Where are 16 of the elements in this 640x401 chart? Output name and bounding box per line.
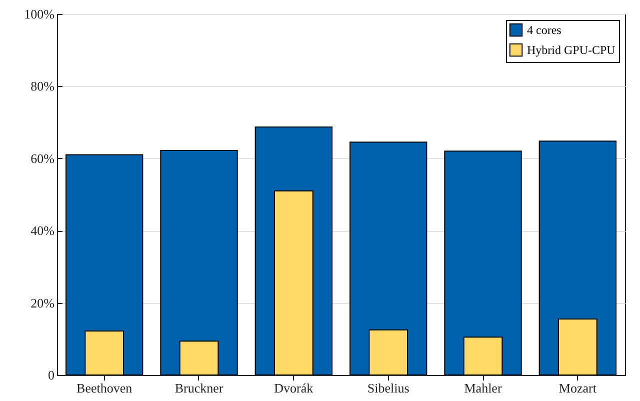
y-tick-label: 100% bbox=[24, 6, 55, 22]
x-tick-label: Beethoven bbox=[76, 380, 133, 396]
bar bbox=[160, 150, 238, 375]
bar bbox=[444, 150, 522, 375]
y-tick-label: 60% bbox=[30, 150, 55, 166]
legend-label: 4 cores bbox=[527, 23, 562, 37]
x-tick-label: Mozart bbox=[558, 380, 597, 396]
x-tick-label: Dvorák bbox=[274, 380, 314, 396]
x-tick-label: Bruckner bbox=[174, 380, 224, 396]
y-tick-label: 80% bbox=[30, 78, 55, 94]
y-tick-label: 20% bbox=[30, 295, 55, 310]
x-tick-label: Mahler bbox=[464, 380, 502, 396]
x-tick-label: Sibelius bbox=[367, 380, 410, 396]
legend-label: Hybrid GPU-CPU bbox=[527, 43, 616, 57]
y-tick-label: 40% bbox=[30, 223, 55, 238]
y-tick-label: 0 bbox=[48, 368, 54, 382]
